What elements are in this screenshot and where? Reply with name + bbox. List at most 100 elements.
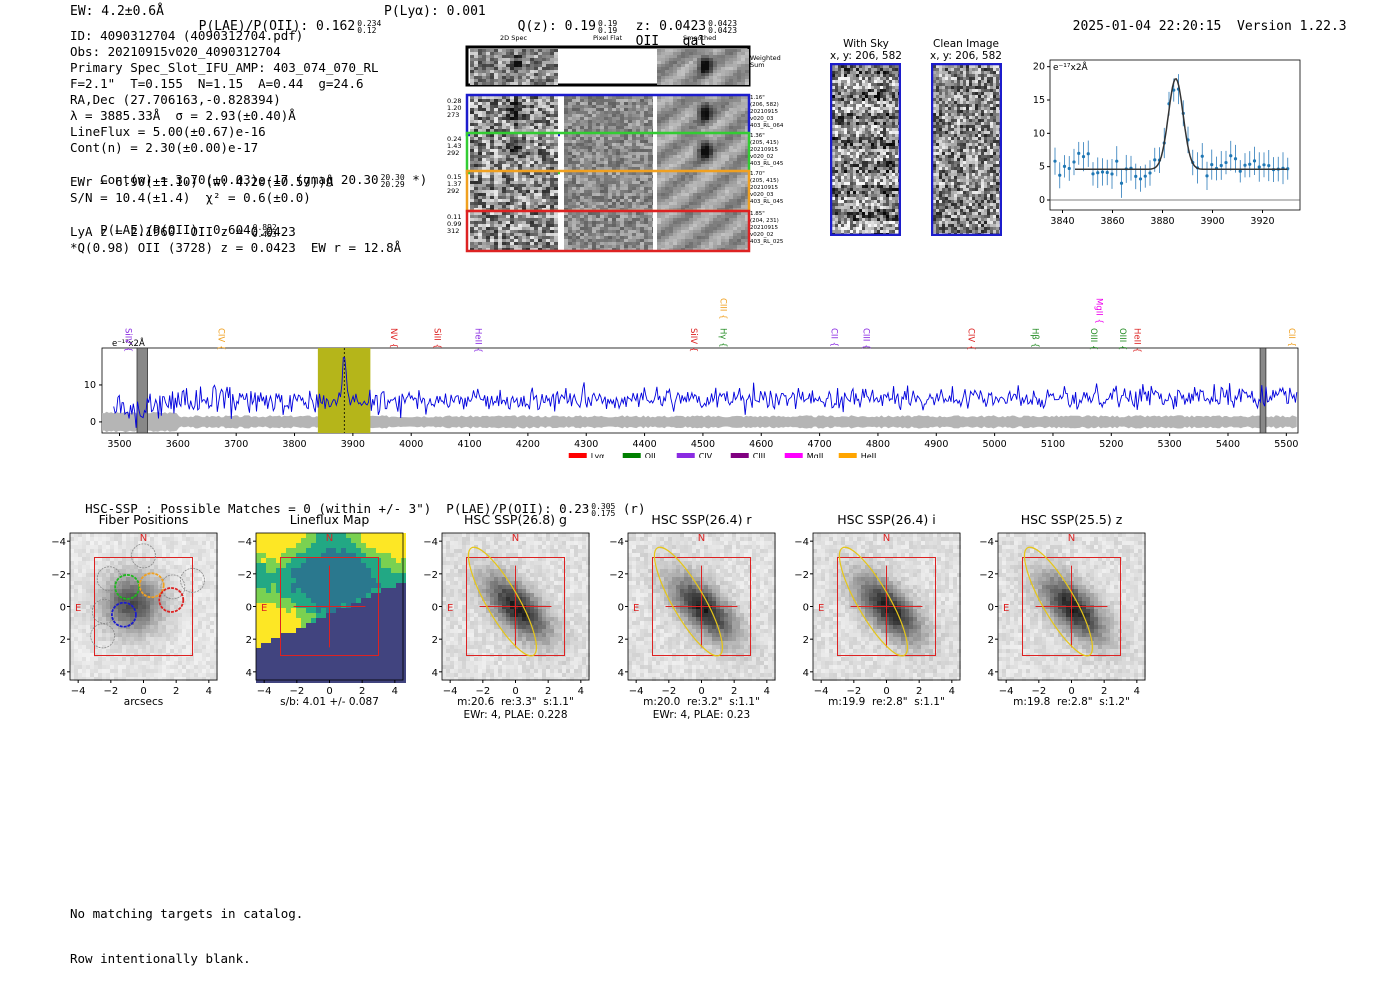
info-q: *Q(0.98) OII (3728) z = 0.0423 EW r = 12… bbox=[70, 240, 450, 256]
image-ytick-label: 4 bbox=[803, 668, 809, 679]
row-gap bbox=[560, 172, 564, 210]
header-ew: EW: 4.2±0.6Å bbox=[70, 4, 164, 19]
emission-line-label: CII { bbox=[1286, 328, 1296, 347]
weighted-smoothed bbox=[657, 49, 749, 85]
compass-east: E bbox=[75, 603, 81, 614]
compass-east: E bbox=[633, 603, 639, 614]
emission-line-label: CII { bbox=[828, 328, 838, 347]
image-ytick-label: 0 bbox=[60, 603, 66, 614]
compass-north: N bbox=[698, 533, 705, 544]
zoom-data-point bbox=[1258, 165, 1261, 168]
image-ytick-label: 2 bbox=[246, 635, 252, 646]
hsc-panel-caption: s/b: 4.01 +/- 0.087 bbox=[256, 696, 403, 708]
spectrum-xtick-label: 5500 bbox=[1274, 439, 1298, 450]
legend-label: HeII bbox=[861, 452, 877, 458]
spectrum-xtick-label: 3500 bbox=[107, 439, 131, 450]
hsc-panel-title: HSC SSP(26.4) i bbox=[813, 512, 960, 527]
hsc-panel-title: Fiber Positions bbox=[70, 512, 217, 527]
row-smoothed bbox=[657, 134, 749, 173]
legend-label: CIV bbox=[699, 452, 713, 458]
row-right-value: 20210915 bbox=[750, 185, 783, 192]
hsc-panel-title: HSC SSP(26.4) r bbox=[628, 512, 775, 527]
zoom-xtick-label: 3860 bbox=[1100, 216, 1124, 227]
spec2d-svg bbox=[443, 43, 788, 258]
zoom-data-point bbox=[1072, 160, 1075, 163]
zoom-data-point bbox=[1091, 172, 1094, 175]
image-ytick-label: −4 bbox=[237, 537, 252, 548]
hsc-panel-caption-2: EWr: 4, PLAE: 0.23 bbox=[628, 709, 775, 721]
spectrum-xtick-label: 5200 bbox=[1099, 439, 1123, 450]
row-pixel-flat bbox=[564, 172, 656, 211]
compass-east: E bbox=[818, 603, 824, 614]
spectrum-xtick-label: 4900 bbox=[924, 439, 948, 450]
legend-swatch bbox=[623, 453, 641, 458]
row-right-value: v020_02 bbox=[750, 154, 783, 161]
row-right-value: 403_RL_025 bbox=[750, 239, 783, 246]
zoom-data-point bbox=[1115, 160, 1118, 163]
spectrum-xtick-label: 5400 bbox=[1216, 439, 1240, 450]
legend-label: OII bbox=[645, 452, 656, 458]
emission-line-label: CIII { bbox=[717, 298, 727, 320]
spectrum-xtick-label: 5300 bbox=[1158, 439, 1182, 450]
row-2d-spec bbox=[470, 212, 558, 251]
spectrum-xtick-label: 5000 bbox=[983, 439, 1007, 450]
zoom-data-point bbox=[1201, 155, 1204, 158]
compass-north: N bbox=[140, 533, 147, 544]
zoom-axes-frame bbox=[1050, 60, 1300, 210]
row-2d-spec bbox=[470, 134, 558, 173]
hsc-panel-caption: m:19.9 re:2.8" s:1.1" bbox=[813, 696, 960, 708]
emission-line-label: SiIV { bbox=[122, 328, 132, 352]
row-right-value: 403_RL_045 bbox=[750, 199, 783, 206]
footer-line: Row intentionally blank. bbox=[70, 951, 303, 966]
spectrum-xtick-label: 3800 bbox=[282, 439, 306, 450]
row-right-value: (205, 415) bbox=[750, 178, 783, 185]
info-line: F=2.1" T=0.155 N=1.15 A=0.44 g=24.6 bbox=[70, 76, 450, 92]
zoom-data-point bbox=[1139, 177, 1142, 180]
emission-line-label: NV { bbox=[388, 328, 398, 348]
spectrum-xtick-label: 4700 bbox=[808, 439, 832, 450]
spec2d-panel: 2D Spec Pixel Flat Smoothed Weighted Sum… bbox=[443, 33, 788, 258]
cutout-with-sky bbox=[830, 63, 901, 236]
header-plya: P(Lyα): 0.001 bbox=[384, 4, 486, 19]
row-right-value: 20210915 bbox=[750, 109, 783, 116]
zoom-data-point bbox=[1087, 152, 1090, 155]
row-2d-spec bbox=[470, 96, 558, 135]
row-right-value: 403_RL_064 bbox=[750, 123, 783, 130]
spectrum-xtick-label: 3600 bbox=[166, 439, 190, 450]
emission-line-label: SiII { bbox=[432, 328, 442, 349]
compass-north: N bbox=[883, 533, 890, 544]
row-right-value: 1.16" bbox=[750, 95, 783, 102]
spectrum-xtick-label: 3700 bbox=[224, 439, 248, 450]
zoom-units-label: e⁻¹⁷x2Å bbox=[1053, 61, 1089, 73]
legend-swatch bbox=[839, 453, 857, 458]
info-line: λ = 3885.33Å σ = 2.93(±0.40)Å bbox=[70, 108, 450, 124]
zoom-data-point bbox=[1253, 159, 1256, 162]
zoom-ytick-label: 10 bbox=[1033, 128, 1045, 139]
emission-line-label: Hγ { bbox=[717, 328, 727, 348]
spectrum-xtick-label: 4400 bbox=[632, 439, 656, 450]
image-ytick-label: −2 bbox=[794, 570, 809, 581]
row-right-value: v020_02 bbox=[750, 232, 783, 239]
image-ytick-label: −4 bbox=[979, 537, 994, 548]
emission-line-label: CIV { bbox=[216, 328, 226, 350]
zoom-data-point bbox=[1144, 175, 1147, 178]
image-ytick-label: 0 bbox=[246, 603, 252, 614]
row-right-value: 20210915 bbox=[750, 225, 783, 232]
row-smoothed bbox=[657, 172, 749, 211]
spectrum-xtick-label: 4100 bbox=[457, 439, 481, 450]
cutout-clean-image bbox=[931, 63, 1002, 236]
legend-label: CIII bbox=[753, 452, 766, 458]
zoom-data-point bbox=[1153, 158, 1156, 161]
image-ytick-label: 4 bbox=[432, 668, 438, 679]
info-line: ID: 4090312704 (4090312704.pdf) bbox=[70, 28, 450, 44]
image-ytick-label: −4 bbox=[609, 537, 624, 548]
image-ytick-label: 4 bbox=[618, 668, 624, 679]
